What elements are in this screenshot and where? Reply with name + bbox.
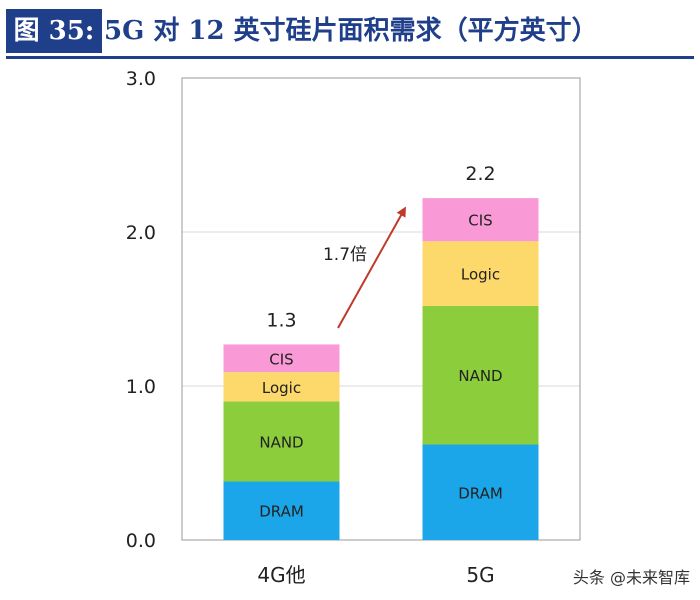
chart-header: 图 35: 5G 对 12 英寸硅片面积需求（平方英寸） xyxy=(0,0,700,62)
total-label: 1.3 xyxy=(266,309,296,331)
y-tick-label: 1.0 xyxy=(126,376,156,398)
segment-label: Logic xyxy=(461,266,500,284)
title-rule xyxy=(6,56,694,59)
bar-segment-logic xyxy=(223,372,340,402)
bar-segment-nand xyxy=(223,401,340,482)
segment-label: DRAM xyxy=(458,484,503,502)
y-tick-label: 0.0 xyxy=(126,530,156,552)
total-label: 2.2 xyxy=(465,163,495,185)
y-tick-labels: 0.0 1.0 2.0 3.0 xyxy=(126,68,156,552)
chart-title: 5G 对 12 英寸硅片面积需求（平方英寸） xyxy=(104,16,598,46)
segment-label: DRAM xyxy=(259,503,304,521)
bar-segment-cis xyxy=(422,198,539,242)
plot-frame xyxy=(181,77,581,541)
y-tick-label: 2.0 xyxy=(126,222,156,244)
bar-segment-logic xyxy=(422,241,539,306)
growth-arrow xyxy=(337,206,406,329)
figure-label: 图 35: xyxy=(6,9,102,53)
growth-annotation: 1.7倍 xyxy=(323,245,367,265)
x-tick-label: 4G他 xyxy=(257,563,305,587)
segment-label: Logic xyxy=(262,379,301,397)
x-tick-label: 5G xyxy=(466,563,494,587)
x-tick-labels: 4G他 5G xyxy=(257,563,494,587)
bar-layer: DRAM NAND Logic CIS DRAM NAND Logic CIS xyxy=(223,198,539,540)
annotation-layer: 1.7倍 xyxy=(323,206,406,329)
bar-segment-nand xyxy=(422,305,539,445)
segment-label: CIS xyxy=(269,350,293,368)
segment-label: CIS xyxy=(468,212,492,230)
bar-segment-cis xyxy=(223,344,340,373)
segment-label: NAND xyxy=(259,433,303,451)
watermark: 头条 @未来智库 xyxy=(572,568,690,587)
total-labels: 1.3 2.2 xyxy=(266,163,495,331)
y-tick-label: 3.0 xyxy=(126,68,156,90)
bar-segment-dram xyxy=(223,481,340,540)
segment-label: NAND xyxy=(458,367,502,385)
bar-segment-dram xyxy=(422,444,539,540)
